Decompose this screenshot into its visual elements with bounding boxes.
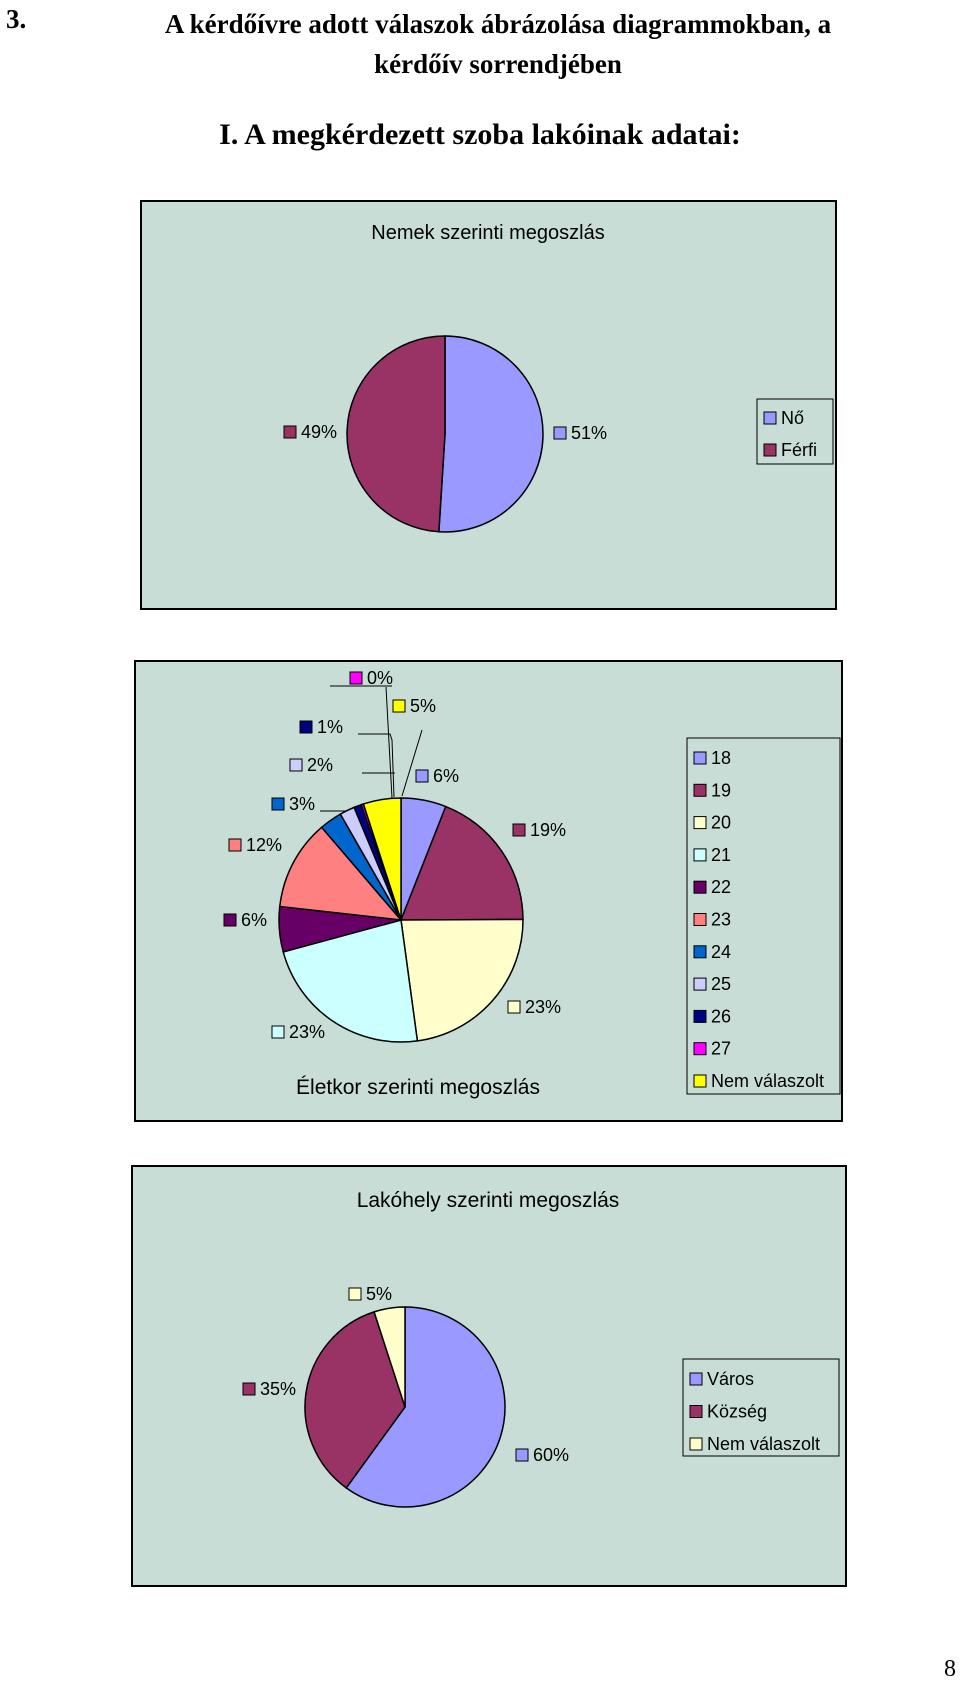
c2-legend-label-3: 21 [711,845,731,865]
c3-slice-2 [373,1306,406,1408]
gender-chart-legend: Nő Férfi [756,398,834,465]
c3-label-swatch-0 [515,1448,529,1462]
c3-legend-swatch-0 [689,1372,703,1386]
c2-legend-label-4: 22 [711,877,731,897]
c2-legend-swatch-2 [693,816,707,830]
c3-slice-0 [345,1306,506,1508]
c2-data-label-8: 1% [317,717,343,737]
section-title-line-1: A kérdőívre adott válaszok ábrázolása di… [164,9,832,39]
c2-legend-swatch-1 [693,783,707,797]
c3-data-label-2: 5% [366,1284,392,1304]
section-title: A kérdőívre adott válaszok ábrázolása di… [0,4,960,84]
c1-data-label-1: 49% [301,422,337,442]
c1-label-swatch-1 [283,425,297,439]
age-chart-panel: Életkor szerinti megoszlás 6% 19% 23% 23% 6%… [134,660,843,1122]
c2-legend-label-0: 18 [711,748,731,768]
c3-legend-label-1: Község [707,1402,767,1422]
c2-slice-5 [278,826,403,921]
c2-legend-swatch-5 [693,913,707,926]
residence-chart-title: Lakóhely szerinti megoszlás [357,1189,620,1212]
c3-slice-1 [304,1310,406,1489]
c2-label-swatch-4 [223,913,237,927]
c3-data-label-0: 60% [533,1445,569,1465]
c2-legend-label-5: 23 [711,910,731,930]
c2-legend-label-6: 24 [711,942,731,962]
c1-label-swatch-0 [553,426,567,440]
c2-data-label-9: 0% [367,668,393,688]
c1-legend-swatch-1 [763,443,777,457]
c2-slice-3 [282,919,419,1043]
c2-legend-label-7: 25 [711,974,731,994]
c2-data-label-5: 12% [246,835,282,855]
c3-legend-label-0: Város [707,1369,754,1389]
residence-chart-legend: Város Község Nem válaszolt [682,1358,840,1457]
age-chart-title: Életkor szerinti megoszlás [296,1076,540,1099]
leader-line-5 [385,686,393,799]
c3-label-swatch-1 [242,1382,256,1396]
c2-label-swatch-2 [507,1000,521,1014]
c1-legend-swatch-0 [763,411,777,425]
c2-legend-swatch-7 [693,977,707,991]
residence-chart: Lakóhely szerinti megoszlás 60% 35% 5% Vár… [242,1189,840,1508]
c2-data-label-3: 23% [289,1022,325,1042]
c3-legend-swatch-2 [689,1437,703,1451]
c2-legend-swatch-8 [693,1009,707,1023]
age-chart: Életkor szerinti megoszlás 6% 19% 23% 23% 6%… [223,668,841,1099]
c2-data-label-0: 6% [433,766,459,786]
subsection-title: I. A megkérdezett szoba lakóinak adatai: [219,118,741,151]
c2-legend-swatch-6 [693,945,707,959]
gender-chart-title: Nemek szerinti megoszlás [371,222,604,244]
c2-label-swatch-1 [512,823,526,837]
c2-data-label-2: 23% [525,997,561,1017]
gender-chart-panel: Nemek szerinti megoszlás 51% 49% Nő Férfi [140,200,837,610]
c2-legend-label-2: 20 [711,813,731,833]
gender-chart: Nemek szerinti megoszlás 51% 49% Nő Férfi [283,222,834,533]
c2-legend-swatch-10 [693,1074,707,1088]
c2-legend-swatch-4 [693,880,707,894]
page-number: 8 [944,1656,956,1682]
c2-data-label-4: 6% [241,910,267,930]
c2-legend-label-10: Nem válaszolt [711,1071,824,1091]
c2-legend-label-9: 27 [711,1039,731,1059]
c2-label-swatch-8 [299,720,313,734]
c2-slice-1 [399,805,524,921]
c1-data-label-0: 51% [571,423,607,443]
c1-legend-label-0: Nő [781,408,804,428]
c2-legend-swatch-9 [693,1042,707,1056]
c2-label-swatch-3 [271,1025,285,1039]
c2-data-label-1: 19% [530,820,566,840]
c2-slice-2 [400,918,524,1042]
c2-legend-swatch-3 [693,848,707,862]
c2-label-swatch-6 [271,797,285,811]
c3-data-label-1: 35% [260,1379,296,1399]
c2-label-swatch-5 [228,838,242,852]
c1-legend-label-1: Férfi [781,440,817,460]
c2-legend-label-1: 19 [711,780,731,800]
c3-legend-label-2: Nem válaszolt [707,1434,820,1454]
c2-legend-label-8: 26 [711,1006,731,1026]
age-chart-legend: 18 19 20 21 22 23 24 25 26 27 Nem válaszolt [686,737,841,1095]
residence-chart-panel: Lakóhely szerinti megoszlás 60% 35% 5% Vár… [131,1165,847,1587]
c2-label-swatch-7 [289,758,303,772]
c1-slice-1 [346,335,446,533]
section-title-line-2: kérdőív sorrendjében [374,49,622,79]
c2-data-label-6: 3% [289,794,315,814]
c3-legend-swatch-1 [689,1405,703,1418]
c1-slice-0 [438,335,544,533]
c2-label-swatch-9 [349,671,363,685]
section-number: 3. [6,4,27,34]
c3-label-swatch-2 [348,1287,362,1301]
c2-data-label-7: 2% [307,755,333,775]
c2-data-label-10: 5% [410,696,436,716]
c2-slice-10 [362,797,402,921]
c2-legend-swatch-0 [693,751,707,765]
c2-label-swatch-10 [392,699,406,713]
leader-line-6 [401,729,423,797]
c2-label-swatch-0 [415,769,429,783]
leader-line-2 [358,733,395,798]
